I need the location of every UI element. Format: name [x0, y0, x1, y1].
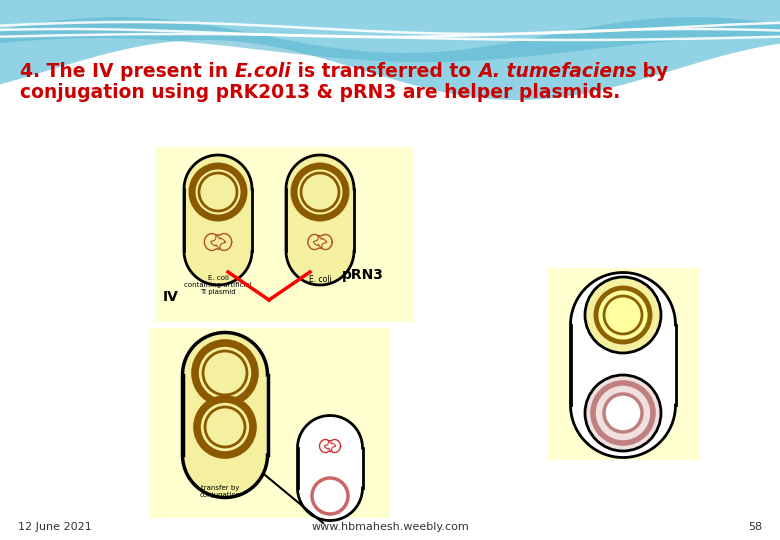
Circle shape — [312, 478, 348, 514]
Circle shape — [570, 273, 675, 377]
Circle shape — [585, 277, 661, 353]
Text: IV: IV — [163, 290, 179, 304]
Text: E. coli: E. coli — [309, 275, 332, 284]
Circle shape — [604, 394, 642, 432]
Text: is transferred to: is transferred to — [291, 62, 477, 81]
Circle shape — [585, 375, 661, 451]
Text: transfer by
conjugation: transfer by conjugation — [200, 485, 240, 498]
Circle shape — [570, 353, 675, 457]
Bar — [150, 328, 390, 518]
Circle shape — [184, 155, 252, 223]
Text: www.hbmahesh.weebly.com: www.hbmahesh.weebly.com — [311, 522, 469, 532]
Text: 12 June 2021: 12 June 2021 — [18, 522, 92, 532]
Bar — [297, 448, 363, 488]
Polygon shape — [0, 0, 780, 100]
Text: conjugation using pRK2013 & pRN3 are helper plasmids.: conjugation using pRK2013 & pRN3 are hel… — [20, 83, 620, 102]
Polygon shape — [0, 17, 780, 62]
Bar — [286, 189, 354, 251]
Bar — [155, 147, 413, 322]
Text: E. coli
containing artificial
Ti plasmid: E. coli containing artificial Ti plasmid — [184, 275, 252, 295]
Bar — [184, 189, 252, 251]
Circle shape — [294, 166, 346, 218]
Text: E.coli: E.coli — [235, 62, 291, 81]
Text: A. tumefaciens: A. tumefaciens — [477, 62, 636, 81]
Text: by: by — [636, 62, 668, 81]
Circle shape — [596, 288, 650, 342]
Circle shape — [183, 333, 268, 417]
Circle shape — [197, 399, 253, 455]
Bar — [570, 325, 675, 405]
Circle shape — [593, 383, 653, 443]
Bar — [548, 268, 700, 460]
Circle shape — [297, 415, 363, 481]
Circle shape — [192, 166, 244, 218]
Circle shape — [286, 155, 354, 223]
Circle shape — [184, 217, 252, 285]
Circle shape — [183, 413, 268, 497]
Text: 58: 58 — [748, 522, 762, 532]
Circle shape — [195, 343, 255, 403]
Circle shape — [297, 456, 363, 521]
Text: 4. The IV present in: 4. The IV present in — [20, 62, 235, 81]
Circle shape — [286, 217, 354, 285]
Bar — [183, 375, 268, 455]
Text: pRN3: pRN3 — [342, 268, 384, 282]
